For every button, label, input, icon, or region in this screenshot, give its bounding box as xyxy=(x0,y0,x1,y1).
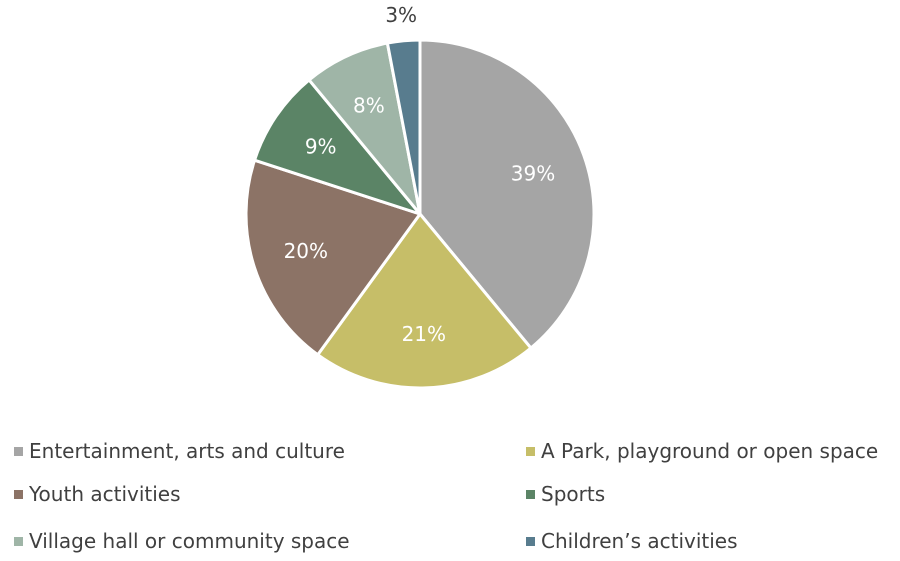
legend-item: A Park, playground or open space xyxy=(526,439,878,463)
data-label: 9% xyxy=(305,135,337,159)
legend-label: A Park, playground or open space xyxy=(541,439,879,463)
data-label: 8% xyxy=(353,93,385,117)
legend-swatch xyxy=(14,446,23,456)
legend-label: Village hall or community space xyxy=(29,529,350,553)
pie-slice xyxy=(253,78,422,216)
legend-item: Sports xyxy=(526,482,605,506)
legend-item: Entertainment, arts and culture xyxy=(14,439,345,463)
legend-swatch xyxy=(14,489,23,499)
pie-slice xyxy=(316,212,533,390)
legend-label: Children’s activities xyxy=(541,529,738,553)
legend-label: Youth activities xyxy=(29,482,181,506)
legend-swatch xyxy=(526,446,535,456)
legend-label: Sports xyxy=(541,482,606,506)
pie-slice xyxy=(244,158,422,357)
legend-swatch xyxy=(14,536,23,546)
legend-swatch xyxy=(526,536,535,546)
legend-item: Children’s activities xyxy=(526,529,738,553)
legend-label: Entertainment, arts and culture xyxy=(29,439,345,463)
data-label: 39% xyxy=(511,161,555,185)
legend-item: Village hall or community space xyxy=(14,529,350,553)
data-label: 20% xyxy=(284,239,328,263)
pie-slice xyxy=(418,38,596,350)
data-label: 3% xyxy=(385,3,417,27)
legend-item: Youth activities xyxy=(14,482,181,506)
legend-swatch xyxy=(526,489,535,499)
data-label: 21% xyxy=(402,322,446,346)
pie-slice xyxy=(385,38,422,216)
